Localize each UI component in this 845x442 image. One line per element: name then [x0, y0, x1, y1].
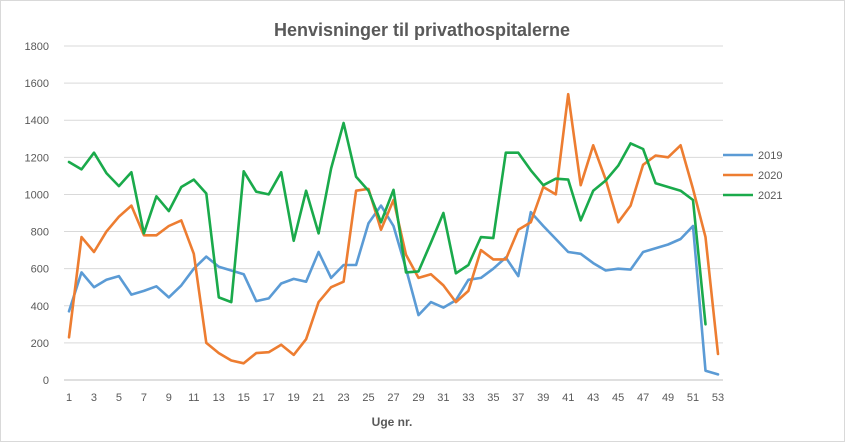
- x-tick-label: 43: [587, 392, 599, 404]
- x-tick-label: 7: [141, 392, 147, 404]
- x-tick-label: 3: [91, 392, 97, 404]
- legend: 2019 2020 2021: [723, 150, 782, 202]
- x-tick-label: 1: [66, 392, 72, 404]
- x-tick-label: 37: [512, 392, 524, 404]
- x-tick-label: 33: [462, 392, 474, 404]
- x-tick-label: 9: [166, 392, 172, 404]
- y-tick-label: 1200: [25, 152, 49, 164]
- y-tick-label: 200: [31, 338, 49, 350]
- x-tick-label: 47: [637, 392, 649, 404]
- y-axis-ticks: 0 200 400 600 800 1000 1200 1400 1600 1800: [25, 41, 49, 387]
- x-tick-label: 41: [562, 392, 574, 404]
- x-tick-label: 19: [288, 392, 300, 404]
- y-tick-label: 1400: [25, 115, 49, 127]
- series-line-2019: [67, 204, 720, 376]
- series-line-2021: [67, 121, 707, 326]
- legend-label-2019: 2019: [758, 150, 782, 162]
- x-tick-label: 17: [263, 392, 275, 404]
- x-tick-label: 39: [537, 392, 549, 404]
- x-axis-title: Uge nr.: [372, 415, 413, 429]
- x-tick-label: 31: [437, 392, 449, 404]
- x-tick-label: 45: [612, 392, 624, 404]
- y-tick-label: 400: [31, 301, 49, 313]
- x-tick-label: 11: [188, 392, 199, 404]
- legend-label-2021: 2021: [758, 190, 782, 202]
- x-tick-label: 53: [712, 392, 724, 404]
- x-tick-label: 23: [337, 392, 349, 404]
- x-tick-label: 29: [412, 392, 424, 404]
- series-line-2020: [67, 92, 720, 365]
- x-tick-label: 13: [213, 392, 225, 404]
- legend-label-2020: 2020: [758, 170, 782, 182]
- y-tick-label: 1800: [25, 41, 49, 53]
- y-tick-label: 800: [31, 227, 49, 239]
- x-tick-label: 25: [362, 392, 374, 404]
- x-tick-label: 51: [687, 392, 699, 404]
- x-tick-label: 49: [662, 392, 674, 404]
- x-tick-label: 35: [487, 392, 499, 404]
- x-tick-label: 27: [387, 392, 399, 404]
- y-tick-label: 1600: [25, 78, 49, 90]
- y-tick-label: 600: [31, 264, 49, 276]
- x-tick-label: 15: [238, 392, 250, 404]
- x-tick-label: 21: [312, 392, 324, 404]
- x-tick-label: 5: [116, 392, 122, 404]
- y-tick-label: 0: [43, 375, 49, 387]
- x-axis-ticks: 1 3 5 7 9 11 13 15 17 19 21 23 25 27 29 31 33 35 37 39 41 43 4…: [66, 392, 724, 404]
- chart-title: Henvisninger til privathospitalerne: [274, 20, 570, 40]
- series-lines: [67, 92, 720, 376]
- y-tick-label: 1000: [25, 189, 49, 201]
